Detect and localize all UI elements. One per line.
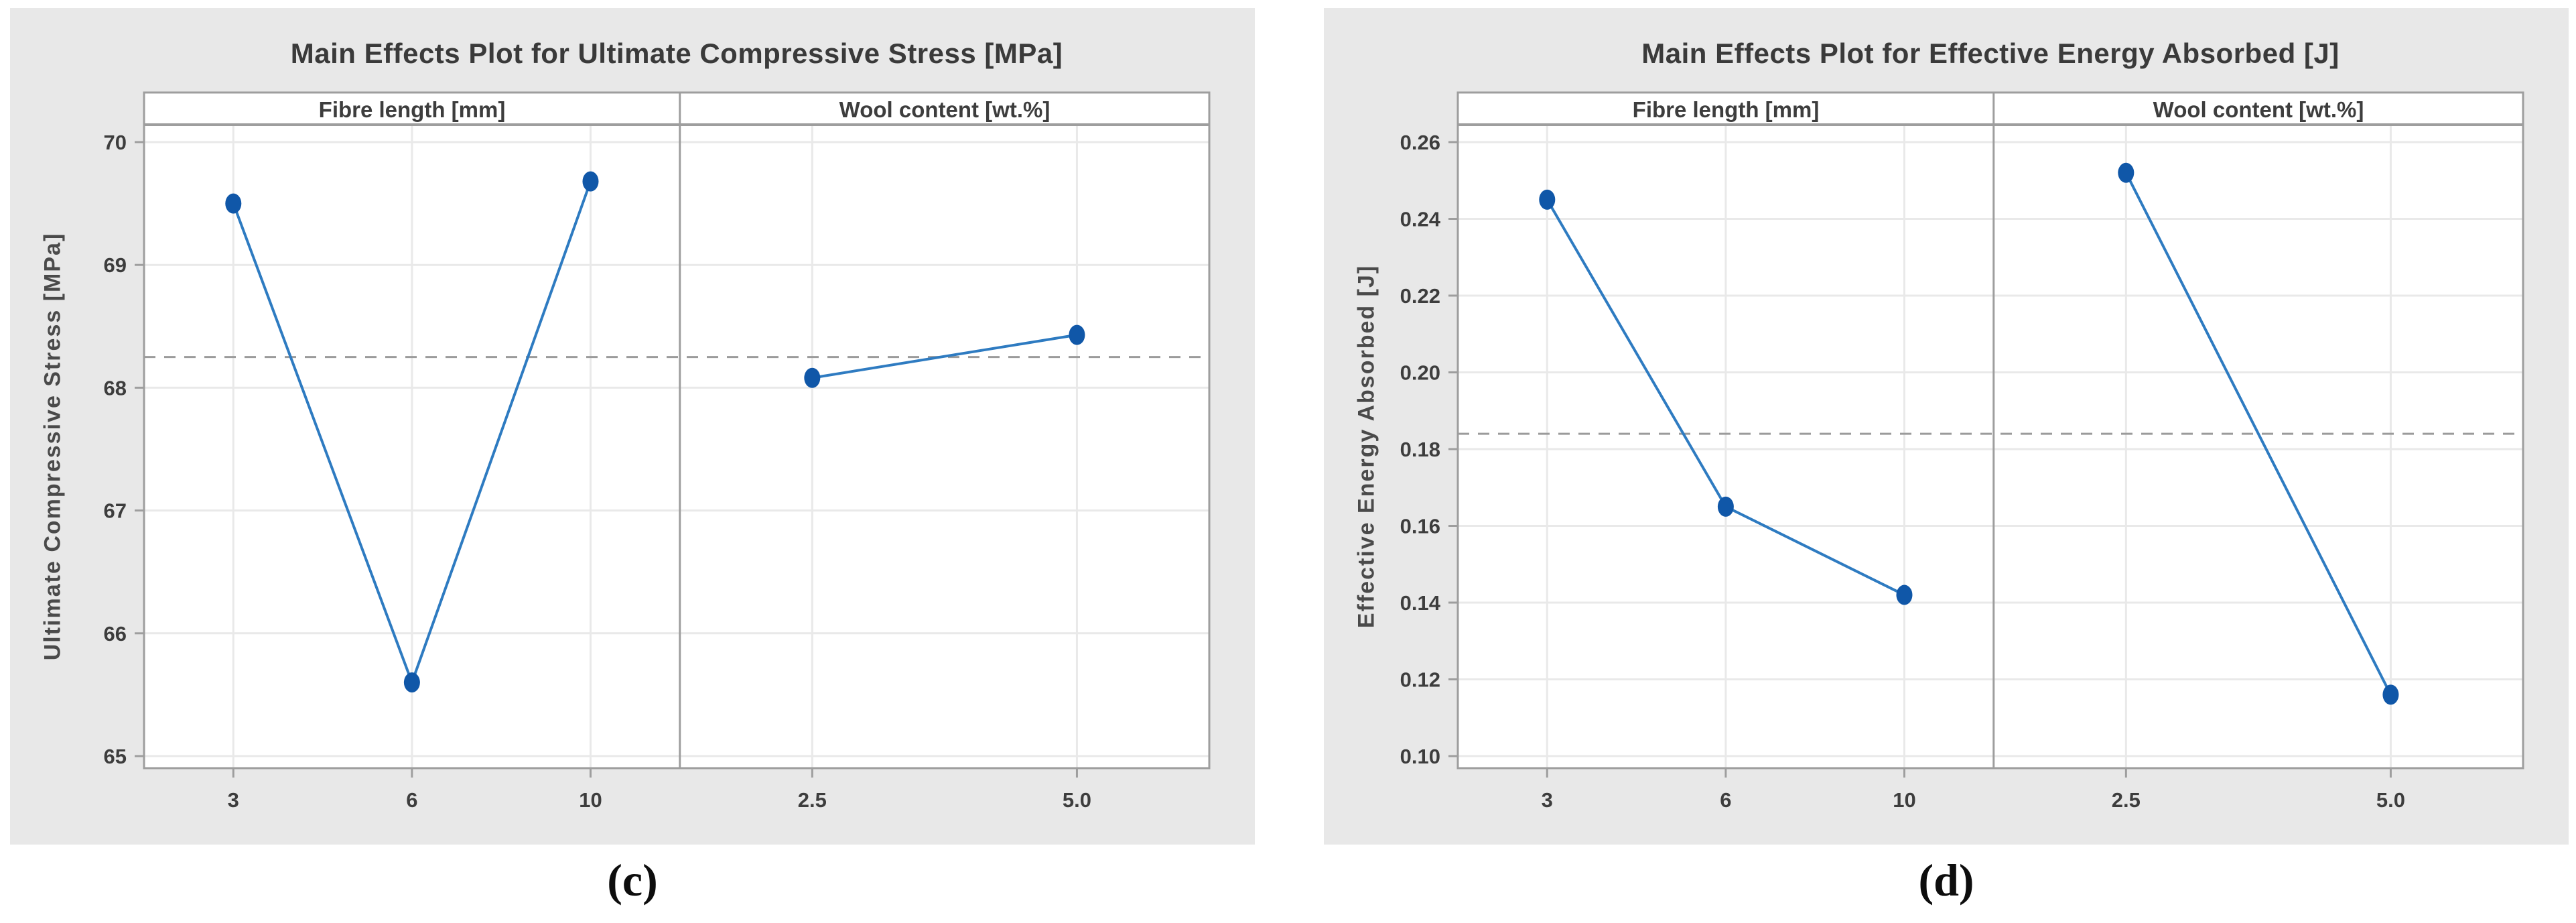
figure-ultimate-compressive-stress: 65 66 67 68 69 70 3 6 10 2.5 5.0 Main Effects Plot… [10, 8, 1255, 845]
y-axis-title: Effective Energy Absorbed [J] [1353, 264, 1379, 629]
main-effects-chart-svg: 65 66 67 68 69 70 3 6 10 2.5 5.0 [104, 91, 1211, 812]
data-point-marker [582, 171, 599, 192]
panel-header-wool-content: Wool content [wt.%] [2153, 97, 2364, 122]
series-line [2124, 172, 2392, 696]
panel-header-fibre-length: Fibre length [mm] [1632, 97, 1820, 122]
plot-frame [143, 91, 1211, 770]
y-tick-label: 67 [104, 499, 127, 523]
y-axis-title: Ultimate Compressive Stress [MPa] [40, 232, 66, 661]
y-tick-label: 0.10 [1400, 745, 1440, 768]
plot-area [144, 93, 1209, 768]
y-tick-label: 69 [104, 253, 127, 277]
panel-header-fibre-length: Fibre length [mm] [318, 97, 506, 122]
x-tick-label: 10 [579, 788, 602, 812]
y-tick-label: 0.24 [1400, 208, 1441, 231]
data-point-marker [2118, 162, 2134, 183]
y-tick-label: 65 [104, 745, 127, 768]
x-tick-label: 3 [228, 788, 239, 812]
x-tick-label: 2.5 [2112, 788, 2141, 812]
x-tick-label: 10 [1893, 788, 1915, 812]
captions-row: (c) (d) [0, 845, 2576, 907]
y-tick-label: 0.26 [1400, 131, 1440, 154]
figure-effective-energy-absorbed: 0.10 0.12 0.14 0.16 0.18 0.20 0.22 0.24 0.26 3 6 10… [1324, 8, 2569, 845]
x-tick-label: 5.0 [1063, 788, 1091, 812]
plot-frame [1456, 91, 2524, 770]
y-tick-label: 0.18 [1400, 438, 1440, 461]
chart-title: Main Effects Plot for Effective Energy A… [1641, 38, 2340, 69]
y-tick-label: 0.16 [1400, 515, 1440, 538]
chart-title: Main Effects Plot for Ultimate Compressi… [290, 38, 1063, 69]
subfigure-label-c: (c) [607, 855, 658, 906]
y-tick-label: 0.12 [1400, 668, 1440, 692]
x-tick-label: 3 [1542, 788, 1553, 812]
data-point-marker [1069, 324, 1085, 345]
figures-row: 65 66 67 68 69 70 3 6 10 2.5 5.0 Main Effects Plot… [10, 8, 2569, 845]
x-tick-label: 6 [1720, 788, 1731, 812]
y-tick-label: 0.14 [1400, 591, 1441, 615]
x-tick-label: 2.5 [798, 788, 827, 812]
data-point-marker [225, 193, 242, 214]
y-tick-label: 0.22 [1400, 284, 1440, 308]
data-point-marker [1896, 584, 1913, 605]
data-point-marker [804, 367, 821, 388]
series-line [812, 333, 1077, 379]
data-point-marker [1539, 189, 1556, 210]
y-tick-label: 0.20 [1400, 361, 1440, 385]
data-point-marker [403, 672, 420, 693]
plot-area [1458, 93, 2523, 768]
data-point-marker [1717, 496, 1734, 517]
panel-header-wool-content: Wool content [wt.%] [839, 97, 1050, 122]
subfigure-label-d: (d) [1918, 855, 1974, 906]
y-tick-label: 68 [104, 376, 127, 399]
data-point-marker [2382, 684, 2399, 705]
x-tick-label: 6 [406, 788, 417, 812]
y-tick-label: 70 [104, 131, 127, 154]
x-tick-label: 5.0 [2376, 788, 2405, 812]
main-effects-chart-svg: 0.10 0.12 0.14 0.16 0.18 0.20 0.22 0.24 0.26 3 6 10… [1400, 91, 2524, 812]
y-tick-label: 66 [104, 622, 127, 645]
